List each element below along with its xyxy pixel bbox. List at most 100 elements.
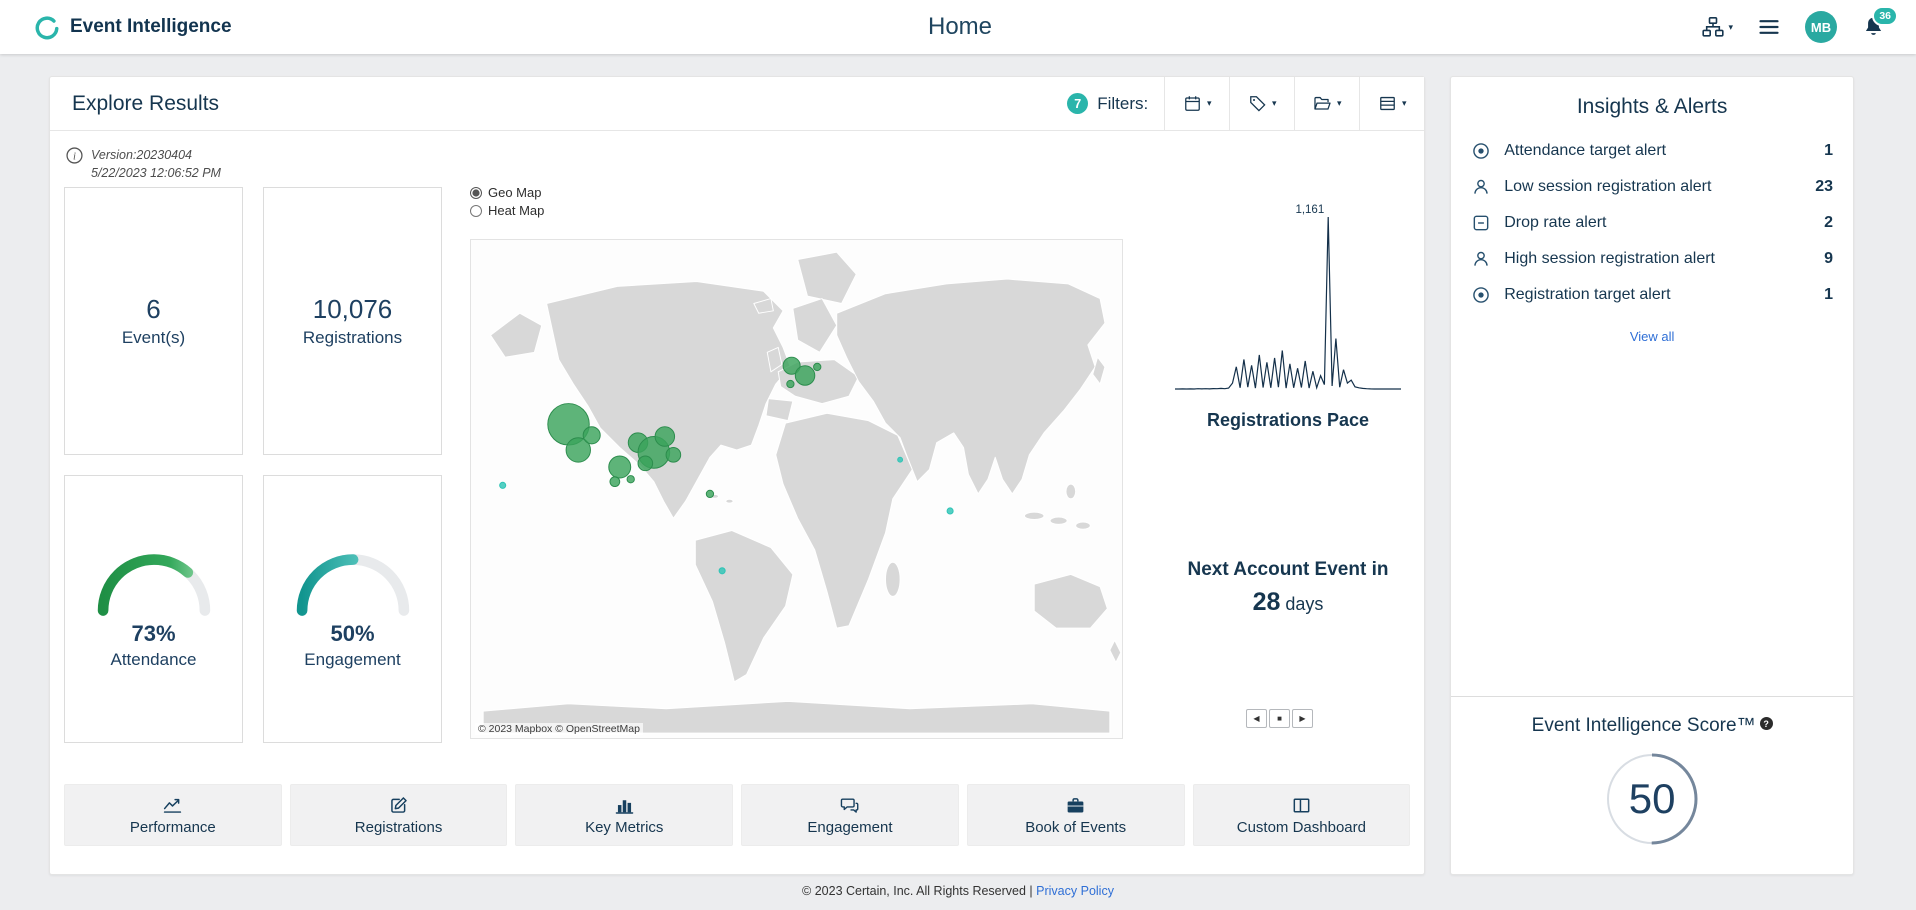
geo-map-option[interactable]: Geo Map bbox=[470, 185, 544, 200]
attendance-gauge-card: 73% Attendance bbox=[64, 475, 243, 743]
alert-count: 1 bbox=[1824, 286, 1833, 303]
registrations-count: 10,076 bbox=[312, 294, 393, 324]
attendance-gauge bbox=[97, 553, 210, 616]
top-navbar: Event Intelligence Home ▾ MB 36 bbox=[0, 0, 1916, 54]
info-icon[interactable]: i bbox=[66, 147, 83, 164]
alert-row-attendance-target[interactable]: Attendance target alert 1 bbox=[1451, 133, 1853, 169]
attendance-label: Attendance bbox=[110, 649, 197, 669]
geo-map-radio[interactable] bbox=[470, 186, 482, 199]
engagement-gauge-card: 50% Engagement bbox=[263, 475, 442, 743]
explore-body: i Version:20230404 5/22/2023 12:06:52 PM… bbox=[50, 131, 1424, 784]
world-map bbox=[482, 251, 1122, 734]
dashboard-nav-buttons: Performance Registrations Key Metrics En… bbox=[50, 784, 1424, 874]
avatar[interactable]: MB bbox=[1805, 11, 1837, 43]
svg-text:i: i bbox=[73, 151, 76, 162]
copyright-text: © 2023 Certain, Inc. All Rights Reserved… bbox=[802, 884, 1033, 898]
performance-button[interactable]: Performance bbox=[64, 784, 282, 846]
alert-row-drop-rate[interactable]: Drop rate alert 2 bbox=[1451, 205, 1853, 241]
org-hierarchy-button[interactable]: ▾ bbox=[1701, 15, 1733, 39]
chevron-down-icon: ▾ bbox=[1336, 98, 1342, 108]
alert-count: 2 bbox=[1824, 214, 1833, 231]
brand-area: Event Intelligence bbox=[34, 14, 928, 40]
person-icon bbox=[1474, 179, 1488, 194]
events-label: Event(s) bbox=[121, 328, 186, 347]
stop-button[interactable]: ■ bbox=[1269, 709, 1290, 728]
alert-row-low-session-registration[interactable]: Low session registration alert 23 bbox=[1451, 169, 1853, 205]
map-mode-selector: Geo Map Heat Map bbox=[470, 185, 544, 218]
key-metrics-button[interactable]: Key Metrics bbox=[515, 784, 734, 846]
events-count: 6 bbox=[146, 294, 161, 324]
play-forward-icon: ▶ bbox=[1299, 714, 1306, 723]
performance-label: Performance bbox=[129, 818, 216, 836]
registrations-pace-block: 1,161 Registrations Pace bbox=[1158, 195, 1418, 431]
alert-label: Registration target alert bbox=[1504, 286, 1671, 303]
heat-map-radio[interactable] bbox=[470, 204, 482, 217]
alert-count: 23 bbox=[1815, 178, 1833, 195]
events-stat-card: 6 Event(s) bbox=[64, 187, 243, 455]
custom-dashboard-button[interactable]: Custom Dashboard bbox=[1192, 784, 1411, 846]
chat-icon bbox=[841, 798, 859, 813]
notifications-button[interactable]: 36 bbox=[1861, 5, 1898, 40]
folder-filter-button[interactable]: ▾ bbox=[1294, 77, 1360, 130]
brand-logo-icon[interactable] bbox=[34, 14, 60, 40]
book-of-events-button[interactable]: Book of Events bbox=[966, 784, 1185, 846]
stop-icon: ■ bbox=[1277, 714, 1282, 723]
notification-badge: 36 bbox=[1872, 5, 1898, 26]
heat-map-option[interactable]: Heat Map bbox=[470, 203, 544, 218]
alerts-list: Attendance target alert 1 Low session re… bbox=[1451, 133, 1853, 313]
custom-dashboard-label: Custom Dashboard bbox=[1236, 818, 1366, 836]
registrations-stat-card: 10,076 Registrations bbox=[263, 187, 442, 455]
chevron-down-icon: ▾ bbox=[1271, 98, 1277, 108]
view-all-link[interactable]: View all bbox=[1629, 329, 1675, 344]
next-event-prefix: Next Account Event in bbox=[1187, 559, 1389, 580]
chevron-down-icon: ▾ bbox=[1728, 21, 1733, 32]
main-content: Explore Results 7 Filters: ▾ ▾ ▾ bbox=[49, 76, 1854, 875]
table-icon bbox=[1380, 96, 1395, 111]
version-timestamp: 5/22/2023 12:06:52 PM bbox=[91, 165, 221, 180]
date-filter-button[interactable]: ▾ bbox=[1164, 77, 1230, 130]
next-event-days-unit: days bbox=[1285, 594, 1324, 614]
chevron-down-icon: ▾ bbox=[1206, 98, 1212, 108]
page-footer: © 2023 Certain, Inc. All Rights Reserved… bbox=[0, 884, 1916, 898]
filters-label: Filters: bbox=[1097, 93, 1149, 113]
map-playback-controls: ◀ ■ ▶ bbox=[1246, 709, 1313, 728]
engagement-gauge bbox=[296, 553, 409, 616]
alert-row-high-session-registration[interactable]: High session registration alert 9 bbox=[1451, 241, 1853, 277]
step-back-icon: ◀ bbox=[1253, 714, 1260, 723]
briefcase-icon bbox=[1067, 797, 1084, 812]
tag-filter-button[interactable]: ▾ bbox=[1229, 77, 1295, 130]
key-metrics-label: Key Metrics bbox=[585, 818, 664, 836]
step-forward-button[interactable]: ▶ bbox=[1292, 709, 1313, 728]
alert-row-registration-target[interactable]: Registration target alert 1 bbox=[1451, 277, 1853, 313]
brand-name[interactable]: Event Intelligence bbox=[70, 16, 232, 37]
help-icon[interactable]: ? bbox=[1759, 717, 1773, 730]
bullseye-icon bbox=[1473, 143, 1490, 159]
step-back-button[interactable]: ◀ bbox=[1246, 709, 1267, 728]
registrations-button[interactable]: Registrations bbox=[289, 784, 508, 846]
filters-bar: 7 Filters: ▾ ▾ ▾ ▾ bbox=[1067, 77, 1425, 130]
geo-map-label: Geo Map bbox=[488, 185, 542, 200]
navbar-actions: ▾ MB 36 bbox=[992, 5, 1898, 43]
map-attribution[interactable]: © 2023 Mapbox © OpenStreetMap bbox=[475, 723, 643, 735]
registrations-label: Registrations bbox=[354, 818, 443, 836]
score-section: Event Intelligence Score™ ? 50 bbox=[1451, 696, 1853, 874]
next-event-days-value: 28 bbox=[1252, 588, 1281, 616]
geo-map[interactable]: © 2023 Mapbox © OpenStreetMap bbox=[470, 239, 1123, 739]
menu-button[interactable] bbox=[1757, 15, 1781, 39]
privacy-policy-link[interactable]: Privacy Policy bbox=[1036, 884, 1114, 898]
engagement-button[interactable]: Engagement bbox=[741, 784, 959, 846]
version-info: i Version:20230404 5/22/2023 12:06:52 PM bbox=[66, 147, 221, 182]
explore-title: Explore Results bbox=[72, 91, 220, 115]
score-title: Event Intelligence Score™ bbox=[1531, 715, 1756, 736]
engagement-label: Engagement bbox=[807, 818, 893, 836]
line-chart-icon bbox=[164, 798, 182, 813]
edit-icon bbox=[391, 796, 407, 813]
alert-label: High session registration alert bbox=[1504, 250, 1715, 267]
view-filter-button[interactable]: ▾ bbox=[1359, 77, 1425, 130]
tag-icon bbox=[1250, 96, 1266, 112]
page-title: Home bbox=[927, 13, 993, 40]
explore-results-card: Explore Results 7 Filters: ▾ ▾ ▾ bbox=[49, 76, 1426, 875]
alert-count: 1 bbox=[1824, 142, 1833, 159]
pace-title: Registrations Pace bbox=[1206, 410, 1370, 430]
insights-alerts-panel: Insights & Alerts Attendance target aler… bbox=[1450, 76, 1854, 875]
